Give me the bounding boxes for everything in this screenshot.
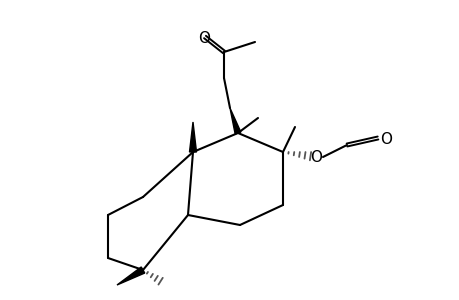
Text: O: O	[197, 31, 210, 46]
Text: O: O	[379, 131, 391, 146]
Polygon shape	[230, 108, 241, 134]
Polygon shape	[117, 267, 145, 285]
Polygon shape	[189, 122, 196, 152]
Text: O: O	[309, 149, 321, 164]
